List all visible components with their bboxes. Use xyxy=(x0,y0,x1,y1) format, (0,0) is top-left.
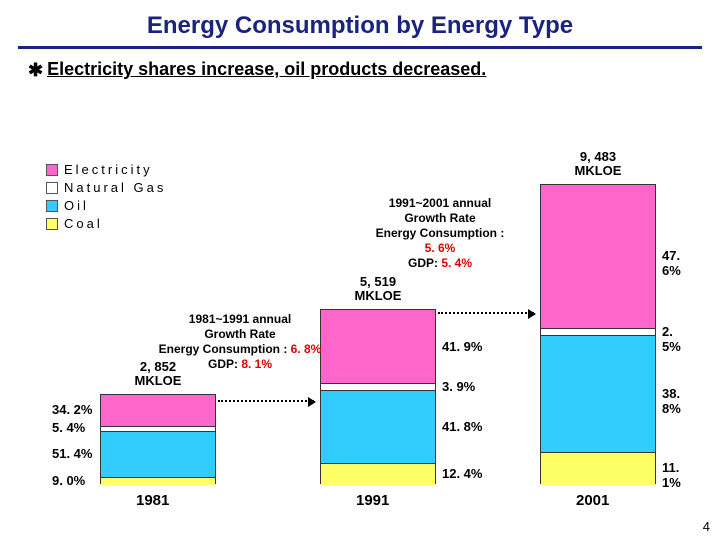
pct-2001-oil: 38. 8% xyxy=(662,386,681,416)
pct-1991-natural_gas: 3. 9% xyxy=(442,379,475,394)
slide-subtitle: ✱Electricity shares increase, oil produc… xyxy=(0,59,720,89)
pct-1991-coal: 12. 4% xyxy=(442,466,482,481)
pct-1991-electricity: 41. 9% xyxy=(442,339,482,354)
legend-swatch-coal xyxy=(46,218,58,230)
segment-1981-coal xyxy=(101,477,215,485)
bar-total-2001: 9, 483MKLOE xyxy=(528,150,668,179)
bullet-asterisk: ✱ xyxy=(28,60,43,81)
segment-1991-oil xyxy=(321,390,435,463)
bar-total-1991: 5, 519MKLOE xyxy=(308,275,448,304)
pct-1981-electricity: 34. 2% xyxy=(52,402,92,417)
legend-swatch-electricity xyxy=(46,164,58,176)
subtitle-text: Electricity shares increase, oil product… xyxy=(47,59,486,79)
segment-2001-oil xyxy=(541,335,655,451)
chart-area: Electricity Natural Gas Oil Coal 34. 2% 5. 4… xyxy=(40,112,680,512)
segment-2001-coal xyxy=(541,452,655,485)
legend-label-coal: Coal xyxy=(64,216,103,231)
pct-2001-electricity: 47. 6% xyxy=(662,248,681,278)
pct-1991-oil: 41. 8% xyxy=(442,419,482,434)
year-label-1981: 1981 xyxy=(136,492,169,509)
slide-title: Energy Consumption by Energy Type xyxy=(0,0,720,46)
legend-label-natural_gas: Natural Gas xyxy=(64,180,166,195)
segment-2001-natural_gas xyxy=(541,328,655,336)
segment-1981-electricity xyxy=(101,395,215,426)
legend-row-electricity: Electricity xyxy=(46,162,166,177)
arrow-0 xyxy=(218,400,314,402)
pct-2001-natural_gas: 2. 5% xyxy=(662,324,681,354)
year-label-2001: 2001 xyxy=(576,492,609,509)
bar-2001 xyxy=(540,184,656,484)
annotation-a1: 1981~1991 annualGrowth RateEnergy Consum… xyxy=(140,312,340,372)
legend-row-natural_gas: Natural Gas xyxy=(46,180,166,195)
legend-row-oil: Oil xyxy=(46,198,166,213)
slide-number: 4 xyxy=(703,519,710,534)
year-label-1991: 1991 xyxy=(356,492,389,509)
legend-row-coal: Coal xyxy=(46,216,166,231)
pct-1981-oil: 51. 4% xyxy=(52,446,92,461)
segment-1991-natural_gas xyxy=(321,383,435,390)
bar-1981 xyxy=(100,394,216,484)
segment-1991-coal xyxy=(321,463,435,485)
pct-1981-coal: 9. 0% xyxy=(52,473,85,488)
arrow-1 xyxy=(438,312,534,314)
legend-swatch-natural_gas xyxy=(46,182,58,194)
title-rule xyxy=(18,46,702,49)
segment-2001-electricity xyxy=(541,185,655,328)
legend-label-electricity: Electricity xyxy=(64,162,153,177)
segment-1981-oil xyxy=(101,431,215,477)
pct-1981-natural_gas: 5. 4% xyxy=(52,420,85,435)
legend: Electricity Natural Gas Oil Coal xyxy=(46,162,166,234)
legend-swatch-oil xyxy=(46,200,58,212)
pct-2001-coal: 11. 1% xyxy=(662,460,681,490)
legend-label-oil: Oil xyxy=(64,198,89,213)
annotation-a2: 1991~2001 annualGrowth RateEnergy Consum… xyxy=(350,196,530,271)
